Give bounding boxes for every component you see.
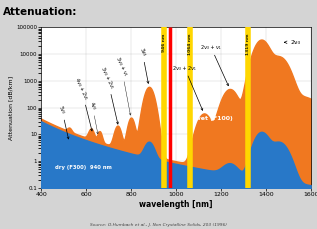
Text: Source: O.Humbach et al., J. Non Crystalline Solids, 203 (1996): Source: O.Humbach et al., J. Non Crystal… <box>90 223 227 227</box>
Text: 4ν₃: 4ν₃ <box>88 101 98 134</box>
Text: 946 nm: 946 nm <box>162 33 166 52</box>
Text: 3ν₃: 3ν₃ <box>138 47 149 83</box>
Text: wet (F100): wet (F100) <box>195 116 233 121</box>
Text: 3ν₃ + ν₁: 3ν₃ + ν₁ <box>115 56 131 115</box>
Text: Attenuation:: Attenuation: <box>3 7 78 17</box>
Text: 4ν₃ + 2ν₁: 4ν₃ + 2ν₁ <box>74 77 93 131</box>
Y-axis label: Attenuation [dB/km]: Attenuation [dB/km] <box>8 76 13 140</box>
X-axis label: wavelength [nm]: wavelength [nm] <box>139 200 213 209</box>
Text: 2ν₃: 2ν₃ <box>284 40 301 45</box>
Text: dry (F300)  940 nm: dry (F300) 940 nm <box>55 166 112 171</box>
Text: 2ν₃ + ν₁: 2ν₃ + ν₁ <box>201 45 229 86</box>
Text: 5ν₃: 5ν₃ <box>58 105 69 139</box>
Text: 1319 nm: 1319 nm <box>246 33 249 55</box>
Text: 1064 nm: 1064 nm <box>188 33 192 55</box>
Text: 2ν₃ + 2ν₁: 2ν₃ + 2ν₁ <box>173 66 203 110</box>
Text: 3ν₃ + 2ν₁: 3ν₃ + 2ν₁ <box>100 66 118 124</box>
